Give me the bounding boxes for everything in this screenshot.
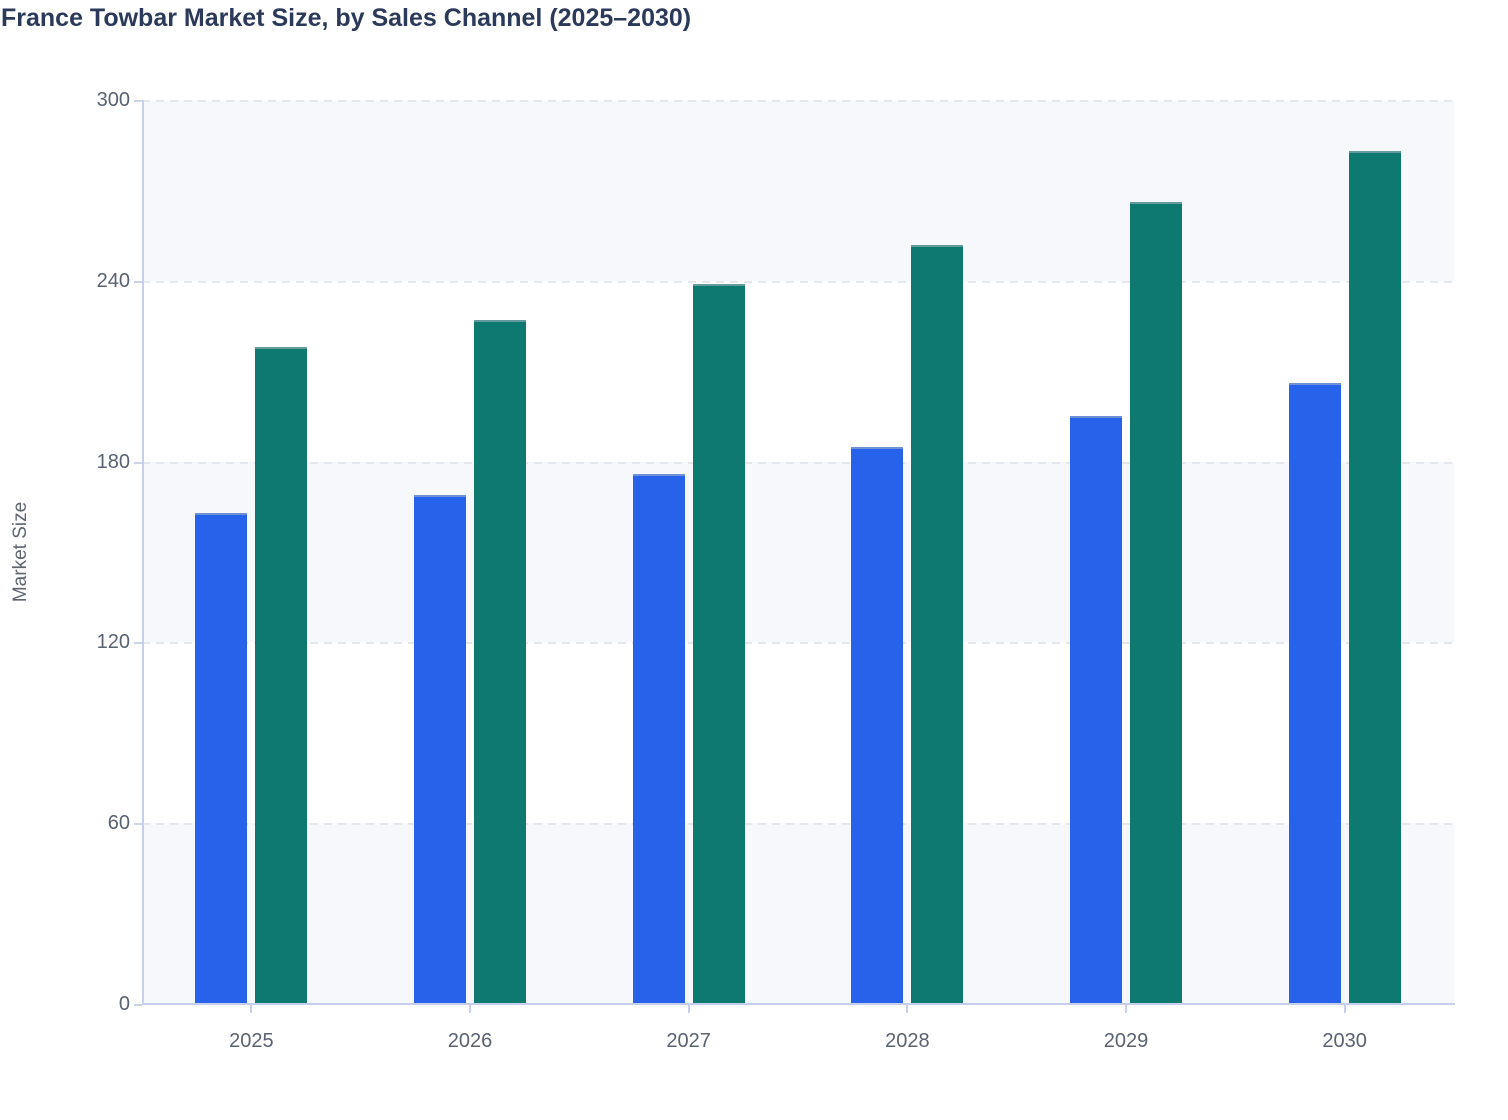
x-tick-label: 2030 (1322, 1030, 1367, 1052)
bar-2027-blue (632, 473, 685, 1004)
x-tick-label: 2025 (229, 1030, 274, 1052)
x-tick-label: 2026 (447, 1030, 493, 1052)
plot-band (142, 823, 1454, 1004)
gridline (142, 100, 1454, 102)
y-axis-title: Market Size (10, 501, 31, 603)
bar-2025-green (255, 347, 308, 1004)
y-tick-label: 0 (118, 993, 130, 1015)
x-tick-mark (906, 1004, 909, 1013)
y-tick-mark (134, 1004, 142, 1006)
y-axis-line (142, 100, 144, 1004)
bar-2025-blue (195, 512, 248, 1004)
plot-area (142, 100, 1454, 1004)
bar-2027-green (692, 283, 745, 1004)
y-tick-label: 60 (107, 812, 130, 835)
y-tick-mark (134, 823, 142, 826)
x-tick-mark (687, 1004, 690, 1013)
x-tick-mark (469, 1004, 471, 1013)
y-tick-mark (134, 461, 142, 464)
chart-title: France Towbar Market Size, by Sales Chan… (1, 4, 692, 32)
x-tick-mark (1125, 1004, 1127, 1013)
bar-2026-green (474, 319, 526, 1004)
bar-2029-blue (1070, 416, 1122, 1004)
y-tick-mark (134, 100, 142, 102)
y-tick-label: 300 (96, 89, 130, 111)
bar-2028-blue (851, 446, 904, 1004)
bar-2026-blue (414, 494, 466, 1004)
plot-band (142, 461, 1454, 643)
gridline (142, 823, 1454, 826)
y-tick-mark (134, 280, 142, 283)
y-tick-label: 120 (96, 631, 130, 654)
x-tick-mark (1343, 1004, 1346, 1013)
x-tick-label: 2029 (1103, 1030, 1149, 1052)
y-tick-label: 240 (96, 269, 130, 292)
x-tick-label: 2028 (885, 1030, 930, 1052)
y-tick-mark (134, 642, 142, 645)
bar-2030-blue (1288, 383, 1341, 1004)
y-tick-label: 180 (96, 450, 130, 473)
plot-band (142, 100, 1454, 281)
x-tick-mark (250, 1004, 253, 1013)
x-axis-line (142, 1003, 1455, 1005)
x-tick-label: 2027 (666, 1030, 711, 1052)
gridline (142, 461, 1454, 464)
bar-2029-green (1130, 202, 1182, 1004)
bar-2030-green (1348, 151, 1401, 1004)
bar-2028-green (911, 244, 964, 1004)
gridline (142, 280, 1454, 283)
gridline (142, 642, 1454, 645)
